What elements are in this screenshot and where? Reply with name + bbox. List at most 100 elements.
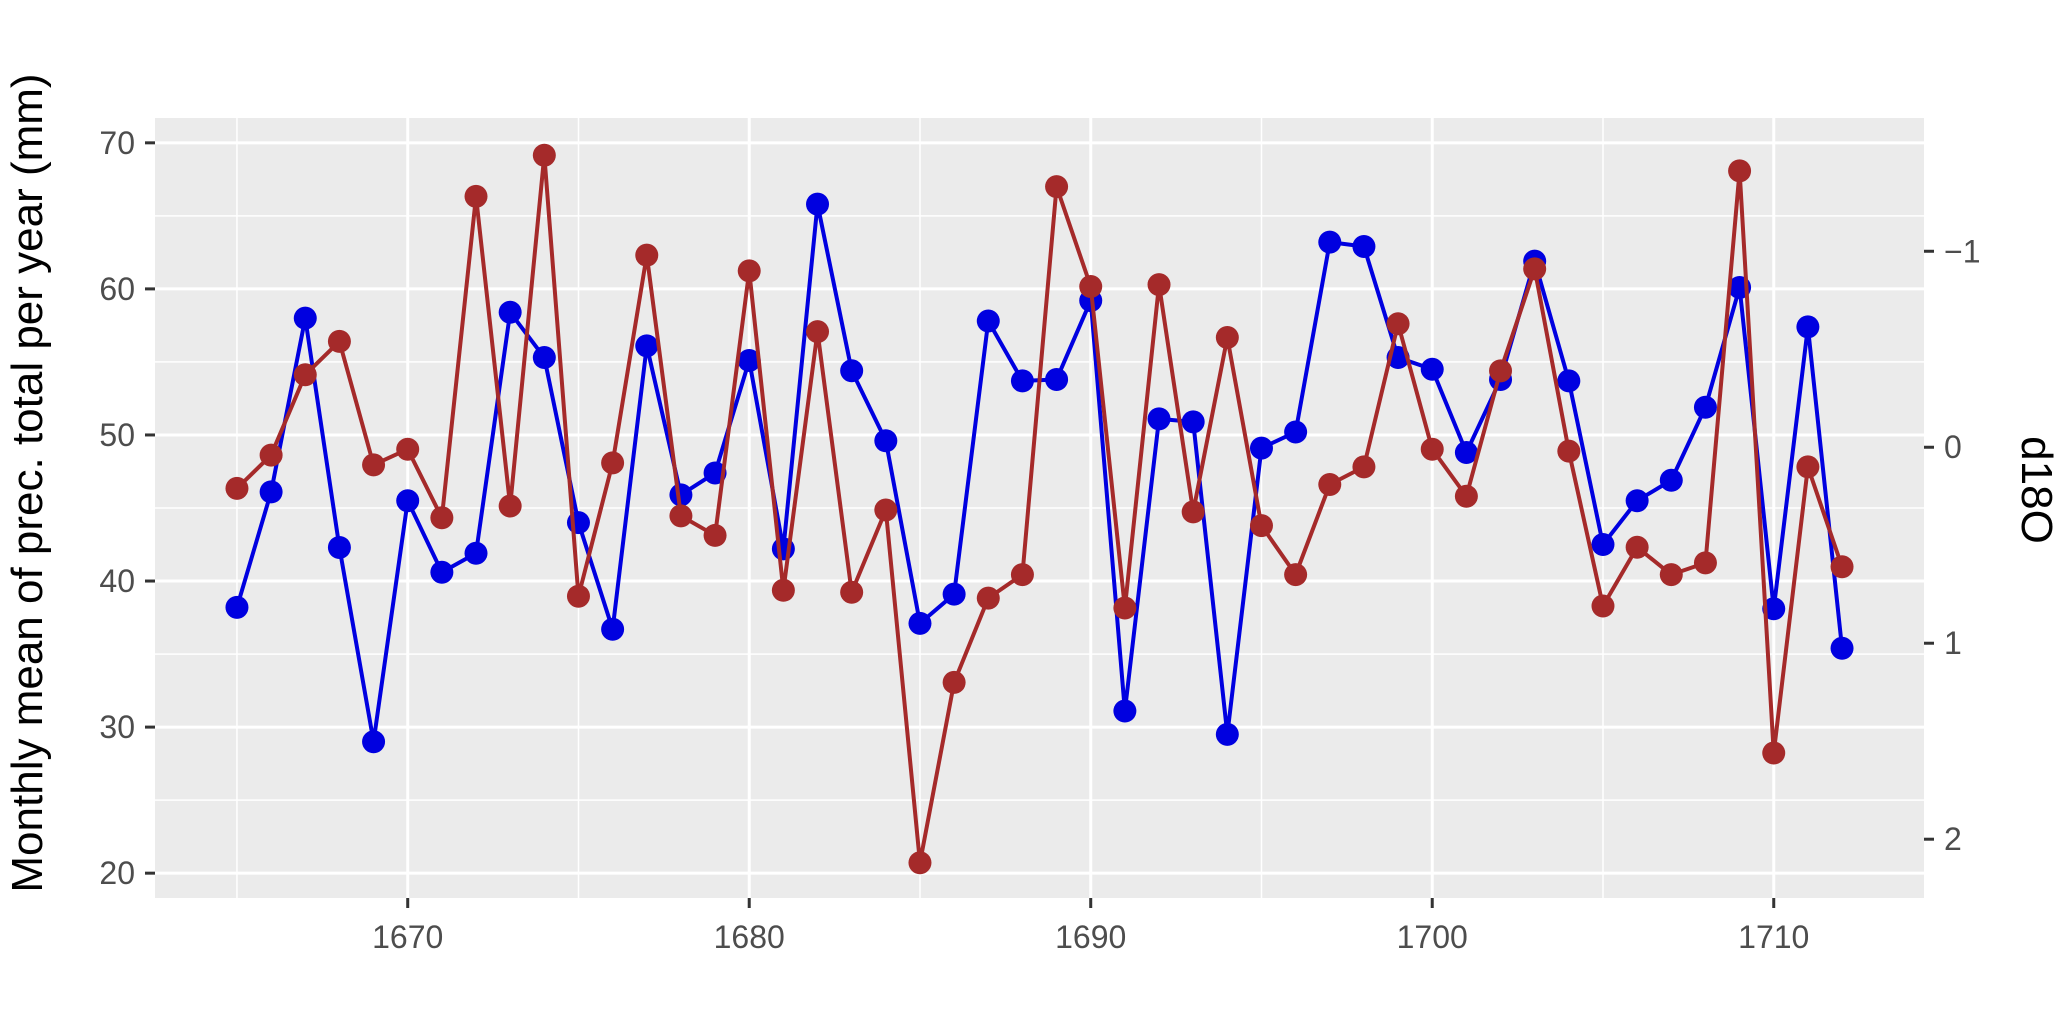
data-point [635,243,659,267]
data-point [1010,563,1034,587]
data-point [942,582,966,606]
y-tick-label: 70 [99,125,135,161]
data-point [874,498,898,522]
series-line [235,153,1844,865]
y-tick-label: 50 [99,417,135,453]
data-point [1489,359,1513,383]
data-point [1420,437,1444,461]
data-point [1284,420,1308,444]
data-point [498,494,522,518]
data-point [430,560,454,584]
data-point [1557,369,1581,393]
data-point [293,306,317,330]
data-point [498,300,522,324]
data-point [1659,468,1683,492]
data-point [601,451,625,475]
data-point [1215,325,1239,349]
data-point [532,143,556,167]
data-point [1318,472,1342,496]
data-point [669,483,693,507]
data-point [1454,484,1478,508]
data-point [1830,636,1854,660]
axes-layer: 1670 1680 1690 1700 1710 20 30 40 50 60 70 −1 0 1 2 [99,125,1980,955]
data-point [1181,500,1205,524]
y-tick-label: 60 [99,271,135,307]
data-point [225,595,249,619]
data-point [976,309,1000,333]
data-point [1693,551,1717,575]
data-point [1318,230,1342,254]
y-tick-label: 20 [99,855,135,891]
data-point [1010,369,1034,393]
x-tick-label: 1700 [1397,919,1468,955]
data-point [942,670,966,694]
data-point [908,611,932,635]
data-point [1796,315,1820,339]
data-point [464,184,488,208]
data-point [669,504,693,528]
data-point [327,329,351,353]
data-point [840,359,864,383]
y-tick-label: 40 [99,563,135,599]
data-point [1045,175,1069,199]
data-point [1796,455,1820,479]
data-point [1352,455,1376,479]
x-tick-label: 1710 [1738,919,1809,955]
y2-tick-label: 0 [1944,429,1962,465]
y-axis-title: Monthly mean of prec. total per year (mm… [3,73,52,892]
data-point [259,443,283,467]
data-point [1591,594,1615,618]
data-point [566,584,590,608]
data-point [874,429,898,453]
data-point [737,259,761,283]
data-point [1762,597,1786,621]
x-tick-label: 1690 [1055,919,1126,955]
data-point [1079,275,1103,299]
data-point [1249,436,1273,460]
data-point [327,535,351,559]
data-point [225,476,249,500]
data-point [1728,159,1752,183]
data-point [806,320,830,344]
data-point [1113,596,1137,620]
data-point [1045,367,1069,391]
y2-tick-label: 2 [1944,821,1962,857]
y2-tick-label: −1 [1944,233,1980,269]
data-point [259,480,283,504]
data-point [771,578,795,602]
data-point [635,334,659,358]
data-point [1386,312,1410,336]
data-point [362,730,386,754]
data-point [1181,410,1205,434]
data-point [1147,407,1171,431]
data-point [362,453,386,477]
data-point [806,192,830,216]
data-point [840,580,864,604]
data-point [396,489,420,513]
data-point [1215,722,1239,746]
data-point [1625,489,1649,513]
x-tick-label: 1680 [714,919,785,955]
data-point [430,506,454,530]
data-point [293,363,317,387]
series-2 [225,143,1854,875]
data-point [1249,514,1273,538]
data-point [532,346,556,370]
data-point [1523,257,1547,281]
data-point [1420,357,1444,381]
data-point [1762,741,1786,765]
data-point [464,541,488,565]
data-point [396,437,420,461]
data-point [1830,555,1854,579]
data-point [1625,535,1649,559]
data-point [703,523,727,547]
data-point [1284,563,1308,587]
data-point [1693,395,1717,419]
data-point [601,617,625,641]
data-point [1454,440,1478,464]
y-tick-label: 30 [99,709,135,745]
data-point [1659,563,1683,587]
data-point [908,851,932,875]
data-point [737,348,761,372]
